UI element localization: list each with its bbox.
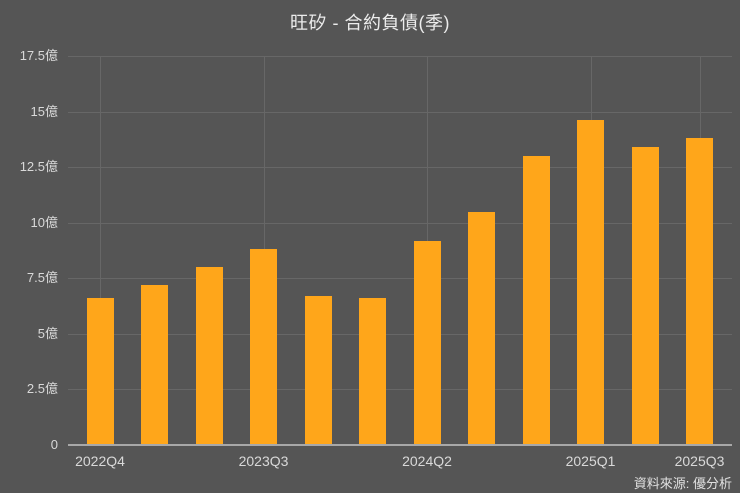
gridline-horizontal <box>68 222 732 224</box>
gridline-horizontal <box>68 111 732 113</box>
chart-title: 旺矽 - 合約負債(季) <box>290 13 450 33</box>
gridline-horizontal <box>68 278 732 280</box>
gridline-horizontal <box>68 333 732 335</box>
bar-2025Q2[interactable] <box>631 147 659 445</box>
bar-2023Q4[interactable] <box>304 296 332 445</box>
bar-2023Q3[interactable] <box>250 249 277 445</box>
plot-area <box>68 56 732 446</box>
x-tick-label: 2025Q3 <box>674 453 725 469</box>
bar-2024Q3[interactable] <box>468 211 495 445</box>
y-tick-label: 12.5億 <box>19 159 58 175</box>
x-tick-label: 2025Q1 <box>565 453 616 469</box>
y-tick-label: 5億 <box>37 325 58 341</box>
bar-2025Q1[interactable] <box>577 120 604 445</box>
y-tick-label: 17.5億 <box>19 48 58 63</box>
y-axis-labels: 0 2.5億 5億 7.5億 10億 12.5億 15億 17.5億 <box>0 0 58 493</box>
y-tick-label: 15億 <box>30 103 58 119</box>
gridline-horizontal <box>68 389 732 391</box>
source-credit: 資料來源: 優分析 <box>633 476 732 491</box>
y-tick-label: 0 <box>50 437 58 452</box>
x-axis-line <box>68 444 732 446</box>
gridline-horizontal <box>68 167 732 169</box>
x-tick-label: 2022Q4 <box>75 453 125 469</box>
y-tick-label: 10億 <box>30 214 58 230</box>
gridline-vertical <box>100 56 101 445</box>
y-tick-label: 7.5億 <box>26 270 58 286</box>
bar-2024Q1[interactable] <box>359 298 386 445</box>
bar-2024Q4[interactable] <box>522 156 550 445</box>
bar-2022Q4[interactable] <box>86 298 114 445</box>
bar-2025Q3[interactable] <box>686 138 713 445</box>
bar-2023Q2[interactable] <box>195 267 223 445</box>
bar-2023Q1[interactable] <box>141 284 168 445</box>
bar-2024Q2[interactable] <box>413 240 441 445</box>
x-tick-label: 2024Q2 <box>402 453 452 469</box>
y-tick-label: 2.5億 <box>26 381 58 397</box>
gridline-horizontal <box>68 56 732 57</box>
x-tick-label: 2023Q3 <box>238 453 289 469</box>
